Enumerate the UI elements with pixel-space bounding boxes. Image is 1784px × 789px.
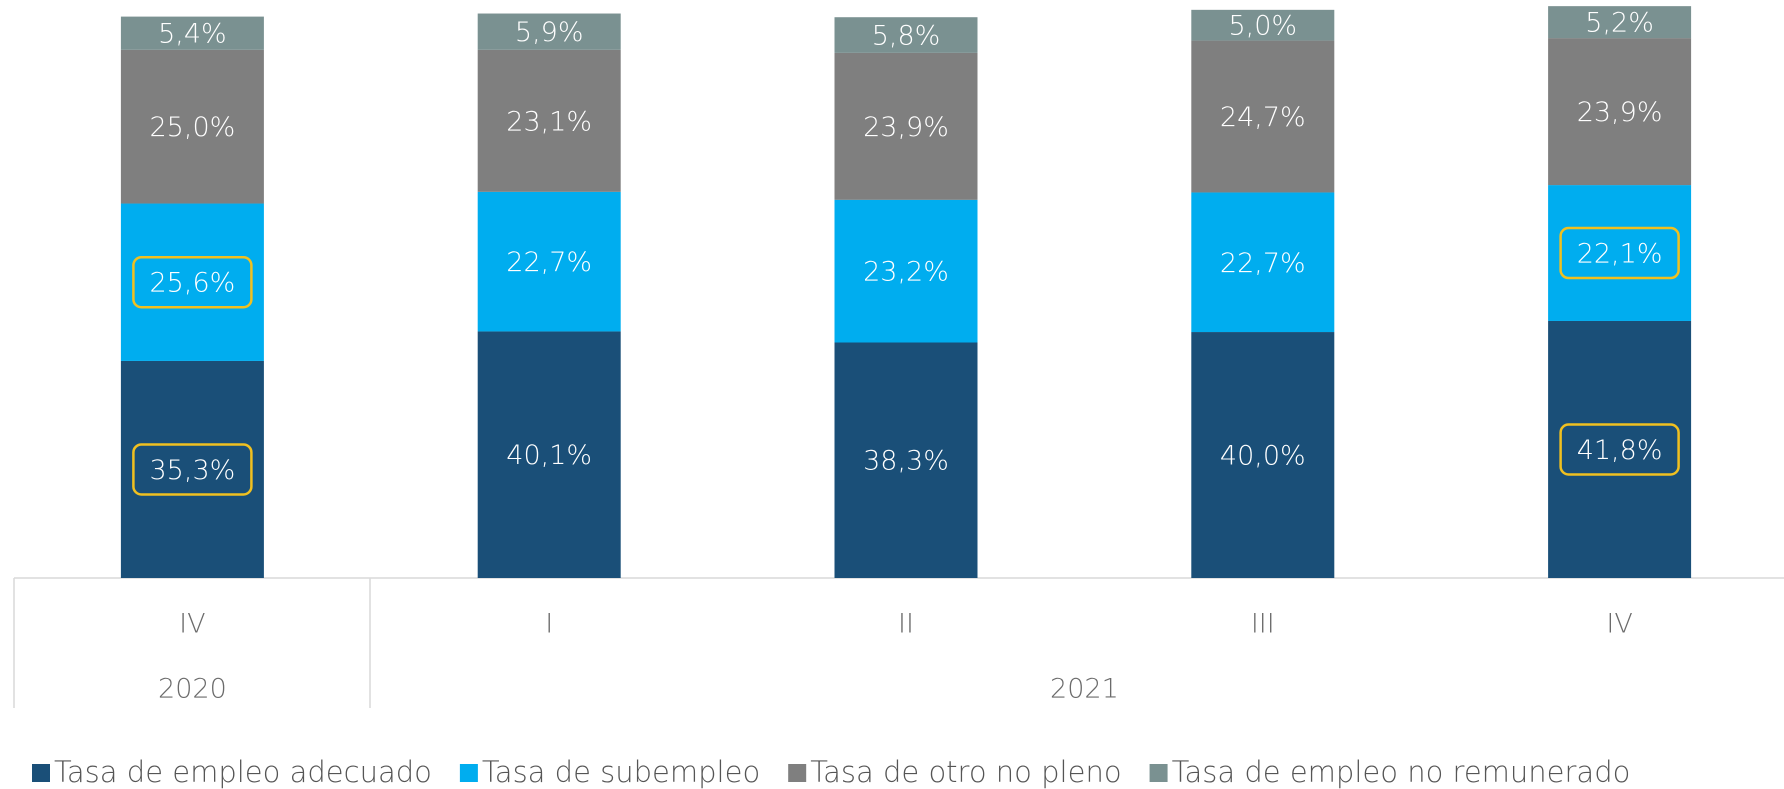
- bar-segment: [1548, 6, 1692, 39]
- data-label: 23,9%: [863, 112, 949, 143]
- x-tick-label: II: [898, 609, 914, 640]
- legend-swatch: [788, 764, 807, 782]
- data-label: 5,8%: [872, 21, 941, 52]
- data-label: 25,0%: [150, 112, 236, 143]
- x-tick-label: I: [545, 609, 553, 640]
- bar-segment: [120, 49, 264, 204]
- data-label: 40,0%: [1220, 441, 1306, 472]
- bar-segment: [1548, 185, 1692, 321]
- data-label: 40,1%: [506, 440, 592, 471]
- bar-segment: [834, 17, 978, 53]
- bar-segment: [120, 360, 264, 578]
- data-label: 22,1%: [1577, 239, 1663, 270]
- data-label: 5,4%: [158, 19, 227, 50]
- data-label: 25,6%: [150, 268, 236, 299]
- x-group-label: 2020: [158, 674, 227, 705]
- legend-label: Tasa de empleo no remunerado: [1172, 755, 1631, 789]
- bar-segment: [477, 331, 621, 578]
- bar-segment: [120, 203, 264, 361]
- data-label: 35,3%: [150, 455, 236, 486]
- data-label: 23,2%: [863, 257, 949, 288]
- bar-segment: [1191, 192, 1335, 333]
- bar-segment: [834, 199, 978, 343]
- legend-swatch: [459, 764, 478, 782]
- bar-segment: [477, 49, 621, 192]
- data-label: 5,2%: [1585, 8, 1654, 39]
- x-group-label: 2021: [1050, 674, 1119, 705]
- bar-segment: [1548, 320, 1692, 578]
- bar-segment: [1191, 9, 1335, 41]
- legend-label: Tasa de subempleo: [482, 755, 760, 789]
- highlight-box: [1559, 423, 1680, 476]
- x-tick-label: IV: [179, 609, 205, 640]
- bar-segment: [834, 52, 978, 200]
- data-label: 23,9%: [1577, 97, 1663, 128]
- highlight-box: [132, 255, 253, 309]
- data-label: 41,8%: [1577, 435, 1663, 466]
- data-label: 22,7%: [506, 247, 592, 278]
- legend-label: Tasa de otro no pleno: [810, 755, 1121, 789]
- bar-segment: [477, 191, 621, 332]
- bar-segment: [120, 16, 264, 50]
- bar-segment: [1191, 332, 1335, 578]
- x-tick-label: III: [1251, 609, 1275, 640]
- data-label: 38,3%: [863, 446, 949, 477]
- bar-segment: [1191, 40, 1335, 193]
- data-label: 22,7%: [1220, 248, 1306, 279]
- legend-label: Tasa de empleo adecuado: [54, 755, 432, 789]
- legend-swatch: [1149, 764, 1168, 782]
- bar-segment: [834, 342, 978, 578]
- bar-segment: [477, 13, 621, 50]
- x-tick-label: IV: [1606, 609, 1632, 640]
- data-label: 5,0%: [1228, 11, 1297, 42]
- bar-segment: [1548, 38, 1692, 186]
- data-label: 24,7%: [1220, 102, 1306, 133]
- data-label: 5,9%: [515, 17, 584, 48]
- highlight-box: [1559, 226, 1680, 280]
- highlight-box: [132, 443, 253, 496]
- legend-swatch: [32, 764, 50, 782]
- data-label: 23,1%: [506, 106, 592, 137]
